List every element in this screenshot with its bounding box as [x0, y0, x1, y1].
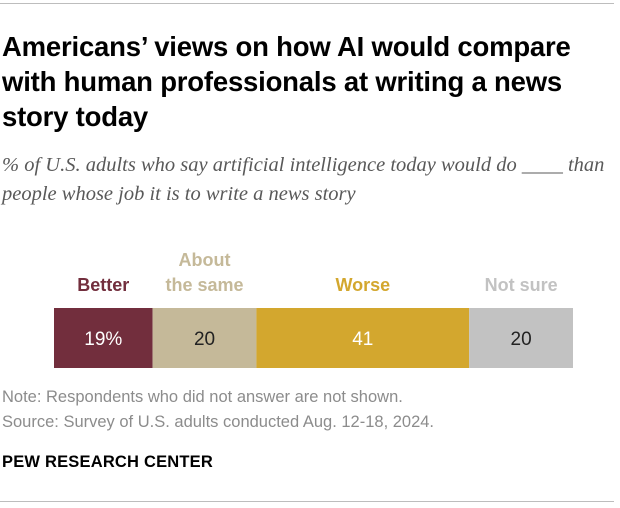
stacked-bar: 19% 20 41 20: [54, 308, 573, 368]
chart-title: Americans’ views on how AI would compare…: [2, 31, 571, 132]
category-label-line: About: [178, 250, 231, 270]
bar-segment-not-sure: [469, 308, 573, 368]
category-label-line: Not sure: [484, 275, 558, 295]
stacked-bar-svg: 19% 20 41 20: [54, 308, 573, 368]
bar-value-not-sure: 20: [511, 329, 532, 350]
bar-segment-about-the-same: [152, 308, 257, 368]
chart-subtitle: % of U.S. adults who say artificial inte…: [2, 154, 605, 205]
category-label-about-the-same: About the same: [133, 248, 277, 298]
category-label-line: Better: [77, 275, 130, 295]
category-label-worse: Worse: [236, 273, 489, 298]
chart-note: Note: Respondents who did not answer are…: [2, 388, 403, 406]
bar-value-worse: 41: [352, 329, 373, 350]
bar-value-better: 19%: [84, 329, 122, 350]
chart-source: Source: Survey of U.S. adults conducted …: [2, 413, 435, 431]
bar-segment-better: [54, 308, 153, 368]
bar-value-about-the-same: 20: [194, 329, 215, 350]
pew-brand: PEW RESEARCH CENTER: [2, 453, 213, 471]
category-label-line: the same: [165, 275, 244, 295]
bottom-divider: [0, 501, 614, 502]
bar-segment-worse: [256, 308, 470, 368]
category-label-better: Better: [34, 273, 173, 298]
category-label-not-sure: Not sure: [449, 273, 593, 298]
category-label-line: Worse: [335, 275, 391, 295]
top-divider: [0, 3, 614, 4]
